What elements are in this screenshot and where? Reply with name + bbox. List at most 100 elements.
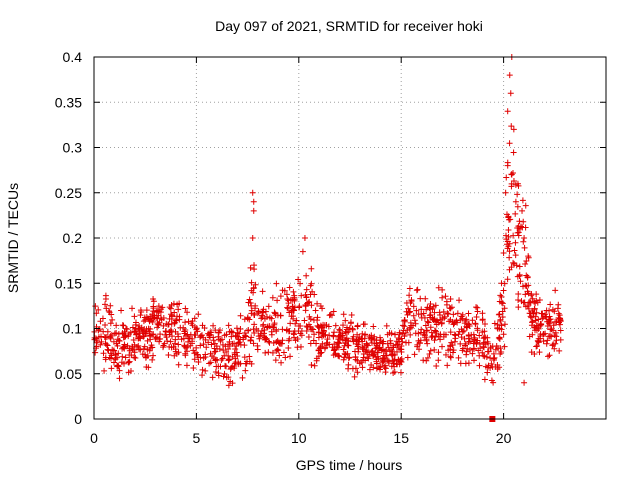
data-point — [317, 344, 324, 351]
data-point — [447, 296, 454, 303]
data-point — [410, 303, 417, 310]
data-point — [279, 337, 286, 344]
data-point — [340, 322, 347, 329]
data-point — [391, 363, 398, 370]
data-point — [241, 316, 248, 323]
data-point — [500, 287, 507, 294]
data-point — [498, 322, 505, 329]
data-point — [125, 359, 132, 366]
data-point — [444, 362, 451, 369]
data-point — [392, 341, 399, 348]
data-point — [552, 318, 559, 325]
data-point — [542, 311, 549, 318]
y-tick-label: 0.2 — [63, 230, 83, 246]
data-point — [493, 342, 500, 349]
data-point — [109, 316, 116, 323]
data-point — [331, 341, 338, 348]
data-point — [543, 340, 550, 347]
data-point — [103, 305, 110, 312]
data-point — [250, 326, 257, 333]
data-point — [210, 322, 217, 329]
y-tick-label: 0.1 — [63, 321, 83, 337]
data-point — [330, 333, 337, 340]
data-point — [110, 338, 117, 345]
data-point — [291, 296, 298, 303]
data-point — [243, 333, 250, 340]
data-point — [551, 345, 558, 352]
data-point — [277, 293, 284, 300]
data-point — [184, 348, 191, 355]
y-tick-label: 0.15 — [55, 275, 82, 291]
data-point — [175, 361, 182, 368]
data-point — [167, 329, 174, 336]
data-point — [547, 301, 554, 308]
data-point — [197, 333, 204, 340]
data-point — [499, 313, 506, 320]
data-point — [366, 366, 373, 373]
data-point — [424, 340, 431, 347]
data-point — [170, 343, 177, 350]
data-point — [469, 350, 476, 357]
data-point — [557, 327, 564, 334]
data-point — [394, 360, 401, 367]
data-point — [492, 346, 499, 353]
data-point — [176, 316, 183, 323]
data-point — [297, 280, 304, 287]
data-point — [544, 322, 551, 329]
data-point — [355, 341, 362, 348]
data-point — [115, 350, 122, 357]
data-point — [217, 363, 224, 370]
data-point — [361, 343, 368, 350]
data-point — [407, 331, 414, 338]
x-tick-label: 20 — [496, 430, 512, 446]
data-point — [310, 326, 317, 333]
data-point — [137, 307, 144, 314]
data-point — [299, 248, 306, 255]
data-point — [391, 357, 398, 364]
data-point — [531, 324, 538, 331]
data-point — [115, 331, 122, 338]
data-point — [285, 297, 292, 304]
data-point — [348, 312, 355, 319]
data-point — [274, 346, 281, 353]
data-point — [484, 369, 491, 376]
data-point — [198, 332, 205, 339]
data-point — [498, 299, 505, 306]
x-axis-label: GPS time / hours — [296, 457, 403, 473]
data-point — [251, 330, 258, 337]
data-point — [180, 324, 187, 331]
data-point — [171, 319, 178, 326]
data-point — [529, 307, 536, 314]
data-point — [535, 316, 542, 323]
data-point — [184, 331, 191, 338]
data-point — [287, 320, 294, 327]
data-point — [280, 349, 287, 356]
data-point — [273, 347, 280, 354]
data-point — [412, 330, 419, 337]
data-point — [193, 344, 200, 351]
data-point — [555, 301, 562, 308]
data-point — [529, 331, 536, 338]
data-point — [519, 207, 526, 214]
data-point — [199, 366, 206, 373]
data-point — [411, 351, 418, 358]
data-point — [420, 329, 427, 336]
data-point — [459, 328, 466, 335]
data-point — [510, 232, 517, 239]
data-point — [510, 259, 517, 266]
data-point — [324, 339, 331, 346]
data-point — [473, 341, 480, 348]
data-point — [126, 351, 133, 358]
data-point — [466, 335, 473, 342]
data-point — [160, 342, 167, 349]
data-point — [454, 310, 461, 317]
data-point — [447, 329, 454, 336]
data-point — [499, 308, 506, 315]
data-point — [505, 214, 512, 221]
data-point — [452, 335, 459, 342]
data-point — [414, 286, 421, 293]
data-point — [450, 347, 457, 354]
data-point — [468, 331, 475, 338]
data-point — [167, 338, 174, 345]
